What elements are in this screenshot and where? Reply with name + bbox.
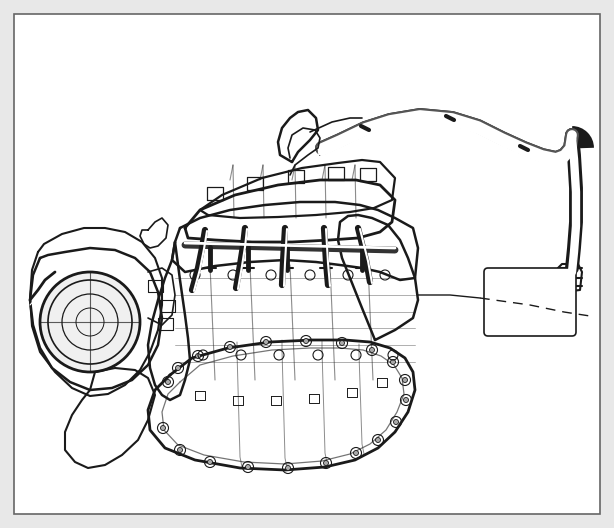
Circle shape: [324, 460, 328, 466]
Circle shape: [394, 420, 398, 425]
Circle shape: [391, 360, 395, 364]
Circle shape: [286, 466, 290, 470]
Circle shape: [246, 465, 251, 469]
Circle shape: [208, 459, 212, 465]
Circle shape: [263, 340, 268, 344]
Circle shape: [228, 344, 233, 350]
Circle shape: [195, 354, 201, 359]
Circle shape: [40, 272, 140, 372]
Circle shape: [376, 438, 381, 442]
Circle shape: [340, 341, 344, 345]
Circle shape: [403, 378, 408, 382]
Circle shape: [176, 365, 181, 371]
Circle shape: [160, 426, 166, 430]
Circle shape: [370, 347, 375, 353]
Circle shape: [166, 380, 171, 384]
FancyBboxPatch shape: [484, 268, 576, 336]
Circle shape: [354, 450, 359, 456]
Circle shape: [403, 398, 408, 402]
Circle shape: [303, 338, 308, 344]
Circle shape: [177, 448, 182, 452]
